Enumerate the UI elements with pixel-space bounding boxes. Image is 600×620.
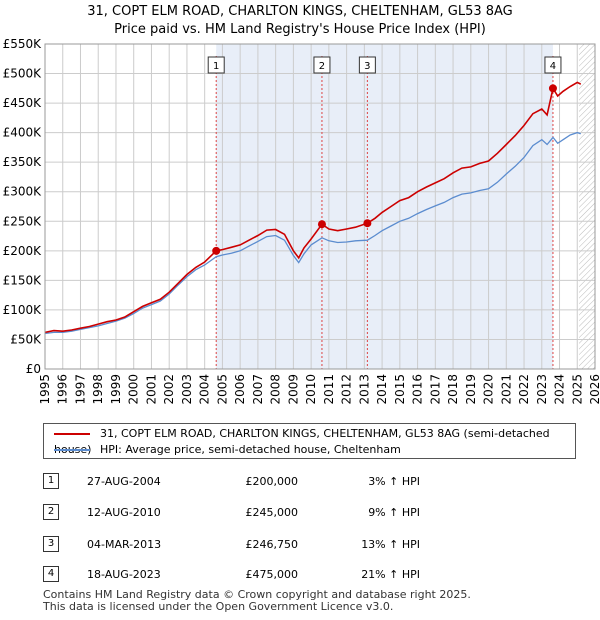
sale-date: 12-AUG-2010 [87, 506, 161, 519]
sale-price: £246,750 [245, 538, 299, 551]
y-tick-label: £350K [3, 155, 43, 169]
sale-marker-box [207, 56, 225, 74]
sale-price: £200,000 [245, 475, 299, 488]
price-chart: £0 £50K £100K £150K £200K £250K £300K £350K £400… [3, 37, 600, 405]
y-tick-label: £200K [3, 244, 43, 258]
x-tick-label: 2019 [464, 374, 478, 405]
sale-number-badge: 1 [43, 473, 59, 489]
sale-marker-number: 4 [550, 61, 556, 72]
legend-swatch-hpi [54, 449, 90, 451]
x-tick-label: 2024 [553, 374, 567, 405]
hpi-line [44, 131, 582, 335]
footer: Contains HM Land Registry data © Crown c… [43, 589, 471, 613]
x-tick-label: 1999 [109, 374, 123, 405]
y-tick-label: £0 [26, 362, 41, 376]
sale-hpi-change: 3% ↑ HPI [368, 475, 420, 488]
x-tick-label: 2003 [180, 374, 194, 405]
x-tick-label: 2000 [127, 374, 141, 405]
sale-number-badge: 3 [43, 536, 59, 552]
x-tick-label: 2012 [340, 374, 354, 405]
x-tick-label: 2007 [251, 374, 265, 405]
x-tick-label: 2025 [570, 374, 584, 405]
x-tick-label: 2008 [269, 374, 283, 405]
x-tick-label: 2009 [286, 374, 300, 405]
legend-item-hpi: HPI: Average price, semi-detached house,… [54, 442, 401, 458]
x-tick-label: 2015 [393, 374, 407, 405]
plot-border [44, 43, 596, 370]
sale-marker-number: 1 [213, 61, 219, 72]
y-tick-label: £300K [3, 185, 43, 199]
x-tick-label: 2005 [215, 374, 229, 405]
x-tick-label: 2011 [322, 374, 336, 405]
x-tick-label: 2004 [198, 374, 212, 405]
sale-point [212, 246, 221, 255]
title-line-2: Price paid vs. HM Land Registry's House … [114, 22, 486, 37]
x-tick-label: 2020 [482, 374, 496, 405]
sale-number-badge: 4 [43, 566, 59, 582]
ownership-shaded-region [216, 44, 553, 369]
sale-marker-number: 3 [364, 61, 370, 72]
x-tick-label: 2010 [304, 374, 318, 405]
sale-date: 04-MAR-2013 [87, 538, 162, 551]
x-tick-label: 2018 [446, 374, 460, 405]
chart-title: 31, COPT ELM ROAD, CHARLTON KINGS, CHELT… [0, 3, 600, 39]
sale-row: 1 27-AUG-2004 £200,000 3% ↑ HPI [40, 472, 580, 492]
sale-row: 4 18-AUG-2023 £475,000 21% ↑ HPI [40, 565, 580, 585]
sale-marker-box [358, 56, 376, 74]
y-tick-label: £450K [3, 96, 43, 110]
x-tick-label: 1998 [91, 374, 105, 405]
x-tick-label: 2023 [535, 374, 549, 405]
sale-price: £245,000 [245, 506, 299, 519]
sale-row: 2 12-AUG-2010 £245,000 9% ↑ HPI [40, 503, 580, 523]
x-tick-label: 2001 [144, 374, 158, 405]
y-tick-label: £100K [3, 303, 43, 317]
x-tick-label: 2016 [411, 374, 425, 405]
sale-price: £475,000 [245, 568, 299, 581]
forecast-hatch-region [579, 44, 595, 369]
sale-hpi-change: 13% ↑ HPI [361, 538, 420, 551]
sale-row: 3 04-MAR-2013 £246,750 13% ↑ HPI [40, 535, 580, 555]
x-tick-label: 2022 [517, 374, 531, 405]
sale-date: 27-AUG-2004 [87, 475, 161, 488]
x-tick-label: 2026 [588, 374, 600, 405]
sale-marker-box [544, 56, 562, 74]
sale-hpi-change: 9% ↑ HPI [368, 506, 420, 519]
title-line-1: 31, COPT ELM ROAD, CHARLTON KINGS, CHELT… [87, 4, 513, 19]
y-tick-label: £400K [3, 126, 43, 140]
legend-swatch-property [54, 433, 90, 435]
y-tick-label: £550K [3, 37, 43, 51]
sale-point [317, 220, 326, 229]
legend-label-hpi: HPI: Average price, semi-detached house,… [100, 443, 401, 456]
sale-point [548, 84, 557, 93]
sale-marker-box [313, 56, 331, 74]
y-tick-label: £150K [3, 273, 43, 287]
x-tick-label: 2002 [162, 374, 176, 405]
x-tick-label: 2014 [375, 374, 389, 405]
footer-copyright: Contains HM Land Registry data © Crown c… [43, 588, 471, 601]
sale-hpi-change: 21% ↑ HPI [361, 568, 420, 581]
x-tick-label: 2017 [428, 374, 442, 405]
footer-licence: This data is licensed under the Open Gov… [43, 600, 394, 613]
y-tick-label: £250K [3, 214, 43, 228]
x-tick-label: 1995 [38, 374, 52, 405]
sale-date: 18-AUG-2023 [87, 568, 161, 581]
legend: 31, COPT ELM ROAD, CHARLTON KINGS, CHELT… [43, 423, 576, 459]
x-tick-label: 2013 [357, 374, 371, 405]
x-tick-label: 2006 [233, 374, 247, 405]
legend-item-property: 31, COPT ELM ROAD, CHARLTON KINGS, CHELT… [54, 426, 575, 456]
x-tick-label: 1996 [56, 374, 70, 405]
sale-number-badge: 2 [43, 504, 59, 520]
x-tick-label: 1997 [73, 374, 87, 405]
y-tick-label: £500K [3, 67, 43, 81]
y-tick-label: £50K [10, 332, 42, 346]
x-tick-label: 2021 [499, 374, 513, 405]
sale-marker-number: 2 [319, 61, 325, 72]
sale-point [363, 219, 372, 228]
